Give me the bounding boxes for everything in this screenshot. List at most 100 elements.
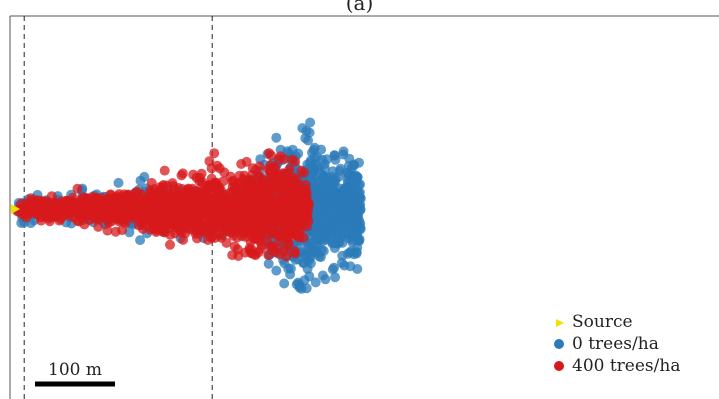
data-point	[336, 257, 347, 268]
data-point	[50, 200, 61, 211]
data-point	[197, 222, 207, 233]
red-dot-icon	[554, 361, 564, 371]
data-point	[315, 187, 326, 198]
data-point	[117, 193, 128, 204]
data-point	[56, 212, 67, 222]
data-point	[214, 163, 225, 174]
data-point	[246, 209, 257, 219]
data-point	[225, 187, 236, 197]
data-point	[139, 171, 150, 182]
data-point	[281, 251, 292, 262]
series-400-trees	[12, 148, 314, 262]
data-point	[125, 199, 136, 209]
data-point	[174, 225, 185, 236]
data-point	[290, 156, 301, 167]
data-point	[248, 191, 259, 202]
source-marker	[11, 204, 20, 214]
data-point	[120, 218, 131, 229]
data-point	[203, 204, 214, 215]
data-point	[272, 230, 283, 241]
source-marker-group	[11, 204, 20, 214]
data-point	[266, 150, 276, 161]
data-point	[328, 199, 338, 210]
data-point	[279, 195, 290, 206]
scale-bar-label: 100 m	[48, 360, 102, 380]
data-point	[72, 183, 83, 194]
data-point	[93, 221, 104, 232]
data-point	[345, 247, 356, 258]
data-point	[110, 226, 121, 237]
data-point	[214, 188, 225, 199]
data-point	[236, 159, 247, 169]
data-point	[232, 244, 243, 255]
data-point	[159, 165, 170, 176]
data-point	[25, 202, 36, 213]
data-point	[212, 198, 223, 209]
data-point	[312, 230, 322, 241]
data-point	[71, 203, 82, 214]
data-point	[147, 223, 158, 234]
data-point	[94, 214, 104, 225]
data-point	[155, 195, 166, 206]
data-point	[343, 168, 354, 178]
data-point	[263, 164, 274, 175]
data-point	[158, 181, 168, 192]
panel-label: (a)	[345, 0, 374, 15]
data-point	[338, 149, 349, 160]
data-point	[338, 219, 349, 230]
data-point	[343, 160, 354, 171]
data-point	[271, 265, 282, 276]
data-point	[210, 177, 221, 188]
data-point	[149, 214, 160, 225]
data-point	[261, 236, 272, 247]
data-point	[180, 219, 191, 230]
data-point	[182, 199, 193, 210]
legend: Source 0 trees/ha 400 trees/ha	[550, 311, 680, 377]
data-point	[327, 180, 337, 191]
legend-item-source: Source	[550, 311, 680, 333]
data-point	[300, 133, 311, 144]
data-point	[176, 170, 187, 181]
data-point	[293, 203, 304, 214]
source-triangle-icon	[556, 319, 564, 327]
data-point	[263, 250, 274, 261]
data-point	[237, 216, 248, 227]
data-point	[198, 190, 209, 201]
legend-label-400-trees: 400 trees/ha	[572, 356, 681, 376]
data-point	[291, 192, 302, 203]
data-point	[285, 269, 296, 280]
data-point	[190, 200, 201, 211]
data-point	[225, 198, 236, 209]
data-point	[263, 216, 274, 227]
legend-item-400-trees: 400 trees/ha	[550, 355, 680, 377]
data-point	[299, 275, 310, 286]
data-point	[305, 117, 316, 128]
data-point	[330, 154, 341, 165]
data-point	[159, 225, 170, 235]
data-point	[352, 207, 363, 218]
data-point	[179, 207, 190, 218]
data-point	[350, 181, 361, 192]
data-point	[263, 258, 274, 269]
data-point	[320, 274, 331, 285]
data-point	[103, 217, 114, 228]
data-point	[206, 163, 217, 174]
data-point	[328, 227, 339, 238]
legend-item-zero-trees: 0 trees/ha	[550, 333, 680, 355]
data-point	[301, 125, 312, 136]
data-point	[250, 250, 261, 261]
data-point	[293, 148, 304, 159]
data-point	[209, 233, 220, 243]
data-point	[308, 172, 319, 183]
data-point	[312, 152, 323, 162]
data-point	[135, 235, 146, 246]
data-point	[258, 192, 269, 203]
data-point	[245, 177, 256, 188]
data-point	[213, 222, 224, 233]
data-point	[81, 205, 91, 216]
blue-dot-icon	[554, 339, 564, 349]
data-point	[310, 277, 321, 288]
data-point	[288, 178, 299, 189]
